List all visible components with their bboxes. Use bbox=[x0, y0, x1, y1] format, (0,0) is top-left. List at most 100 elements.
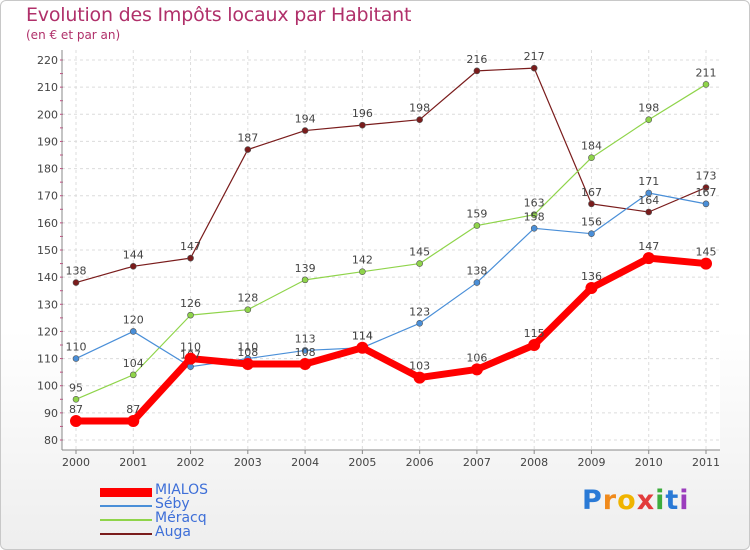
data-label: 194 bbox=[295, 113, 316, 126]
data-point bbox=[416, 116, 423, 124]
data-label: 144 bbox=[123, 248, 144, 261]
data-label: 171 bbox=[638, 175, 659, 188]
data-label: 156 bbox=[581, 216, 602, 229]
data-point bbox=[530, 211, 538, 219]
x-tick-label: 2000 bbox=[62, 456, 90, 469]
data-point bbox=[244, 146, 252, 153]
data-label: 158 bbox=[524, 210, 545, 223]
data-point bbox=[301, 127, 309, 134]
x-tick-label: 2010 bbox=[635, 456, 663, 469]
data-label: 196 bbox=[352, 107, 373, 120]
data-label: 187 bbox=[237, 132, 258, 145]
y-tick-label: 120 bbox=[37, 325, 58, 338]
data-label: 95 bbox=[69, 381, 83, 394]
data-label: 110 bbox=[237, 341, 258, 354]
data-label: 114 bbox=[352, 330, 373, 343]
x-tick-label: 2001 bbox=[119, 456, 147, 469]
data-point bbox=[645, 116, 653, 124]
y-tick-label: 200 bbox=[37, 108, 58, 121]
legend-label: MIALOS bbox=[155, 482, 208, 498]
data-point bbox=[129, 371, 137, 379]
data-label: 173 bbox=[696, 170, 717, 183]
legend-label: Méracq bbox=[155, 510, 207, 526]
data-label: 184 bbox=[581, 140, 602, 153]
series-line-auga bbox=[75, 67, 707, 284]
data-point bbox=[416, 319, 423, 327]
y-tick-label: 170 bbox=[37, 190, 58, 203]
data-point bbox=[530, 64, 538, 72]
data-label: 120 bbox=[123, 313, 144, 326]
legend-swatch bbox=[100, 505, 152, 507]
y-tick-label: 160 bbox=[37, 217, 58, 230]
data-label: 147 bbox=[638, 240, 659, 253]
data-label: 136 bbox=[581, 270, 602, 283]
data-label: 145 bbox=[696, 246, 717, 259]
data-point bbox=[642, 252, 655, 265]
data-label: 115 bbox=[524, 327, 545, 340]
data-label: 123 bbox=[409, 305, 430, 318]
data-point bbox=[413, 371, 426, 384]
data-point bbox=[187, 363, 194, 371]
data-label: 145 bbox=[409, 246, 430, 259]
data-label: 167 bbox=[696, 186, 717, 199]
legend-label: Séby bbox=[155, 496, 190, 512]
legend-swatch bbox=[100, 487, 152, 497]
y-tick-label: 210 bbox=[37, 81, 58, 94]
series-line-méracq bbox=[75, 83, 707, 400]
data-label: 114 bbox=[352, 330, 373, 343]
y-tick-label: 100 bbox=[37, 380, 58, 393]
x-tick-label: 2011 bbox=[692, 456, 720, 469]
data-point bbox=[187, 254, 194, 262]
logo-letter: P bbox=[582, 485, 603, 516]
logo-letter: x bbox=[636, 485, 656, 516]
series-line-mialos bbox=[72, 254, 710, 425]
data-label: 126 bbox=[180, 297, 201, 310]
data-label: 164 bbox=[638, 194, 659, 207]
logo-letter: i bbox=[655, 485, 666, 516]
data-point bbox=[645, 189, 653, 197]
y-tick-label: 150 bbox=[37, 244, 58, 257]
data-point bbox=[359, 121, 366, 129]
chart-title: Evolution des Impôts locaux par Habitant bbox=[26, 4, 412, 26]
data-point bbox=[72, 279, 80, 286]
data-label: 217 bbox=[524, 50, 545, 63]
series-line-séby bbox=[75, 192, 707, 368]
data-point bbox=[588, 154, 595, 162]
data-label: 103 bbox=[409, 360, 430, 373]
data-point bbox=[129, 262, 137, 270]
data-point bbox=[356, 341, 369, 354]
data-point bbox=[470, 363, 483, 376]
data-label: 108 bbox=[295, 346, 316, 359]
data-point bbox=[702, 81, 710, 88]
data-point bbox=[70, 415, 82, 427]
logo-letter: r bbox=[602, 485, 618, 516]
legend-item: Séby bbox=[100, 496, 320, 513]
data-label: 110 bbox=[180, 341, 201, 354]
data-point bbox=[702, 184, 710, 191]
data-label: 138 bbox=[66, 265, 87, 278]
data-point bbox=[702, 200, 710, 208]
legend-item: MIALOS bbox=[100, 482, 320, 499]
x-tick-label: 2009 bbox=[577, 456, 605, 469]
data-point bbox=[585, 282, 598, 294]
data-label: 147 bbox=[180, 240, 201, 253]
data-point bbox=[416, 260, 423, 267]
data-label: 198 bbox=[409, 102, 430, 115]
legend-swatch bbox=[100, 533, 152, 535]
y-tick-label: 110 bbox=[37, 353, 58, 366]
data-label: 159 bbox=[466, 208, 487, 221]
data-point bbox=[530, 224, 538, 232]
data-label: 108 bbox=[237, 346, 258, 359]
x-tick-label: 2002 bbox=[177, 456, 205, 469]
y-tick-label: 90 bbox=[44, 407, 58, 420]
legend-item: Méracq bbox=[100, 510, 320, 527]
data-label: 104 bbox=[123, 357, 144, 370]
data-point bbox=[301, 347, 309, 354]
data-label: 198 bbox=[638, 102, 659, 115]
x-tick-label: 2006 bbox=[406, 456, 434, 469]
x-tick-label: 2007 bbox=[463, 456, 491, 469]
data-label: 211 bbox=[696, 66, 717, 79]
data-point bbox=[473, 279, 481, 286]
y-tick-label: 80 bbox=[44, 434, 58, 447]
